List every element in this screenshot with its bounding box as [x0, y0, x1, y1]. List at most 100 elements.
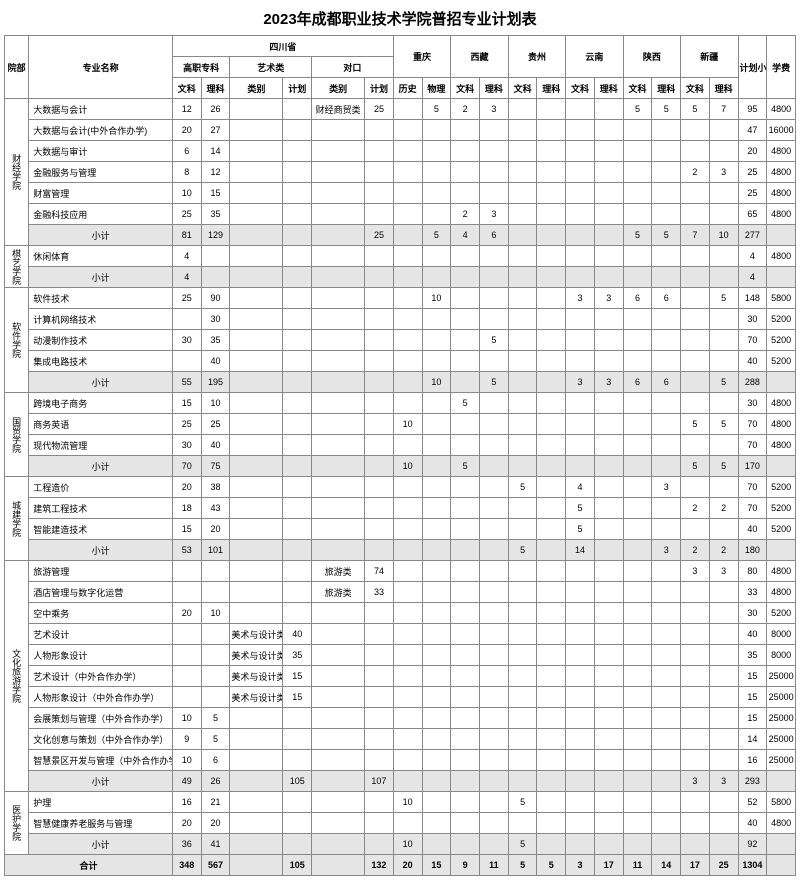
cell [537, 792, 566, 813]
page-title: 2023年成都职业技术学院普招专业计划表 [4, 8, 796, 29]
cell: 40 [283, 624, 312, 645]
cell [451, 729, 480, 750]
cell: 14 [566, 540, 595, 561]
cell: 4800 [767, 246, 796, 267]
cell [479, 246, 508, 267]
cell [508, 372, 537, 393]
cell: 3 [652, 477, 681, 498]
cell [652, 204, 681, 225]
subtotal-row: 小计364110592 [5, 834, 796, 855]
cell [283, 330, 312, 351]
h-xz: 西藏 [451, 36, 508, 78]
cell: 3 [566, 372, 595, 393]
cell [508, 246, 537, 267]
cell: 4 [451, 225, 480, 246]
cell [451, 120, 480, 141]
cell [508, 729, 537, 750]
cell [594, 708, 623, 729]
h-li: 理科 [709, 78, 738, 99]
cell: 3 [709, 561, 738, 582]
cell [312, 330, 365, 351]
table-row: 会展策划与管理（中外合作办学）1051525000 [5, 708, 796, 729]
cell [201, 561, 230, 582]
cell [623, 204, 652, 225]
cell: 17 [594, 855, 623, 876]
cell [312, 708, 365, 729]
cell [479, 540, 508, 561]
h-wen: 文科 [508, 78, 537, 99]
table-row: 文化旅游学院旅游管理旅游类7433804800 [5, 561, 796, 582]
cell: 90 [201, 288, 230, 309]
cell: 15 [283, 666, 312, 687]
cell [566, 708, 595, 729]
cell [422, 183, 451, 204]
h-wen: 文科 [681, 78, 710, 99]
cell [283, 141, 312, 162]
cell: 4800 [767, 414, 796, 435]
cell: 105 [283, 771, 312, 792]
cell: 11 [479, 855, 508, 876]
cell: 4 [172, 246, 201, 267]
cell [230, 729, 283, 750]
cell: 6 [172, 141, 201, 162]
cell [623, 561, 652, 582]
cell [479, 351, 508, 372]
cell: 5 [681, 99, 710, 120]
cell [422, 645, 451, 666]
cell: 20 [738, 141, 767, 162]
subtotal-label: 小计 [29, 834, 173, 855]
cell: 5 [709, 288, 738, 309]
cell [172, 309, 201, 330]
cell [365, 120, 394, 141]
cell: 180 [738, 540, 767, 561]
cell: 4800 [767, 183, 796, 204]
cell [537, 645, 566, 666]
cell [451, 540, 480, 561]
cell [365, 204, 394, 225]
cell: 70 [738, 414, 767, 435]
cell: 7 [681, 225, 710, 246]
cell [283, 582, 312, 603]
cell: 4800 [767, 813, 796, 834]
cell [681, 477, 710, 498]
cell [479, 582, 508, 603]
cell [709, 351, 738, 372]
cell [594, 645, 623, 666]
cell [312, 267, 365, 288]
table-header: 院部 专业名称 四川省 重庆 西藏 贵州 云南 陕西 新疆 计划小计 学费 高职… [5, 36, 796, 99]
cell: 3 [479, 99, 508, 120]
cell [283, 540, 312, 561]
cell: 16000 [767, 120, 796, 141]
cell [451, 183, 480, 204]
dept-cell: 棋艺学院 [5, 246, 29, 288]
cell: 8 [172, 162, 201, 183]
cell [681, 141, 710, 162]
cell: 25 [738, 183, 767, 204]
cell [393, 141, 422, 162]
table-row: 动漫制作技术30355705200 [5, 330, 796, 351]
cell [537, 750, 566, 771]
cell [230, 603, 283, 624]
cell [508, 330, 537, 351]
cell [393, 393, 422, 414]
cell [451, 141, 480, 162]
cell [681, 288, 710, 309]
cell: 5 [508, 540, 537, 561]
major-cell: 动漫制作技术 [29, 330, 173, 351]
cell [767, 834, 796, 855]
cell: 16 [738, 750, 767, 771]
cell [451, 519, 480, 540]
cell [422, 582, 451, 603]
cell [767, 540, 796, 561]
cell [594, 204, 623, 225]
cell [709, 519, 738, 540]
major-cell: 建筑工程技术 [29, 498, 173, 519]
cell: 132 [365, 855, 394, 876]
table-row: 艺术设计（中外合作办学）美术与设计类151525000 [5, 666, 796, 687]
cell [365, 603, 394, 624]
cell: 92 [738, 834, 767, 855]
cell [566, 225, 595, 246]
cell [566, 414, 595, 435]
cell: 10 [709, 225, 738, 246]
subtotal-label: 小计 [29, 225, 173, 246]
